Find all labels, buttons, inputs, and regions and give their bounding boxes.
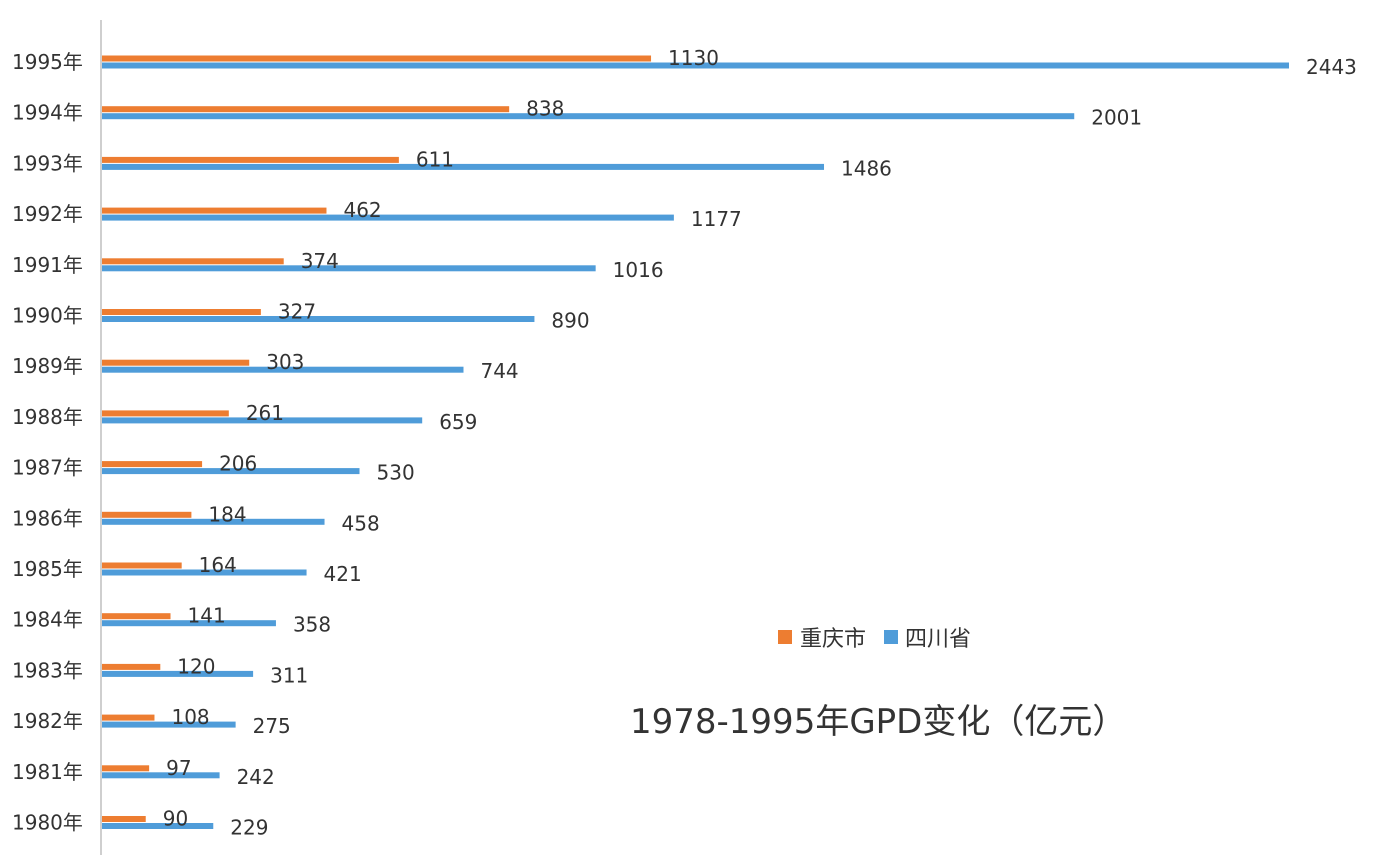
chart-title: 1978-1995年GPD变化（亿元）	[630, 702, 1126, 742]
data-label-sichuan: 530	[377, 461, 415, 485]
data-label-chongqing: 184	[208, 502, 246, 526]
legend-swatch-chongqing	[778, 630, 792, 644]
bar-chongqing	[102, 359, 250, 366]
data-label-sichuan: 1486	[841, 156, 892, 180]
bar-chongqing	[102, 106, 510, 113]
bar-sichuan	[102, 113, 1075, 120]
bar-sichuan	[102, 366, 464, 373]
bar-chongqing	[102, 663, 161, 670]
legend-label-chongqing: 重庆市	[800, 627, 866, 652]
data-label-sichuan: 2001	[1091, 106, 1142, 130]
bar-sichuan	[102, 823, 214, 829]
bar-chongqing	[102, 55, 652, 62]
bars-layer	[102, 55, 1289, 829]
data-label-sichuan: 275	[253, 714, 291, 738]
data-label-chongqing: 1130	[668, 46, 719, 70]
data-label-chongqing: 206	[219, 452, 257, 476]
labels-layer: 1995年 1130 2443 1994年 838 2001 1993年 611 1486 199…	[12, 46, 1357, 840]
bar-sichuan	[102, 670, 254, 677]
data-label-chongqing: 261	[246, 401, 284, 425]
category-label: 1982年	[12, 709, 83, 733]
category-label: 1994年	[12, 101, 83, 125]
data-label-chongqing: 90	[163, 807, 188, 831]
category-label: 1987年	[12, 456, 83, 480]
data-label-sichuan: 421	[324, 562, 362, 586]
category-label: 1984年	[12, 608, 83, 632]
data-label-sichuan: 229	[230, 816, 268, 840]
category-label: 1995年	[12, 50, 83, 74]
bar-chongqing	[102, 714, 155, 721]
bar-sichuan	[102, 316, 535, 322]
data-label-sichuan: 890	[551, 309, 589, 333]
data-label-sichuan: 311	[270, 663, 308, 687]
category-label: 1990年	[12, 304, 83, 328]
legend-label-sichuan: 四川省	[905, 627, 971, 652]
bar-sichuan	[102, 417, 423, 424]
data-label-chongqing: 97	[166, 756, 191, 780]
bar-chongqing	[102, 410, 229, 417]
data-label-chongqing: 303	[266, 350, 304, 374]
category-label: 1989年	[12, 354, 83, 378]
category-label: 1986年	[12, 506, 83, 530]
data-label-sichuan: 242	[237, 765, 275, 789]
data-label-sichuan: 1016	[613, 258, 664, 282]
bar-sichuan	[102, 468, 360, 475]
data-label-chongqing: 141	[188, 604, 226, 628]
bar-chongqing	[102, 461, 203, 468]
bar-sichuan	[102, 721, 236, 728]
data-label-chongqing: 611	[416, 147, 454, 171]
data-label-sichuan: 744	[480, 359, 518, 383]
data-label-sichuan: 2443	[1306, 55, 1357, 79]
bar-sichuan	[102, 620, 276, 627]
bar-chongqing	[102, 816, 146, 822]
bar-chongqing	[102, 309, 261, 315]
data-label-chongqing: 462	[343, 198, 381, 222]
data-label-sichuan: 458	[342, 511, 380, 535]
bar-sichuan	[102, 569, 307, 576]
bar-sichuan	[102, 772, 220, 779]
bar-sichuan	[102, 163, 825, 170]
bar-sichuan	[102, 214, 674, 221]
legend-swatch-sichuan	[884, 630, 898, 644]
bar-chongqing	[102, 511, 192, 518]
bar-sichuan	[102, 62, 1289, 69]
category-label: 1992年	[12, 202, 83, 226]
category-label: 1985年	[12, 557, 83, 581]
data-label-sichuan: 659	[439, 410, 477, 434]
category-label: 1981年	[12, 760, 83, 784]
category-label: 1983年	[12, 658, 83, 682]
bar-chongqing	[102, 765, 150, 772]
bar-sichuan	[102, 518, 325, 525]
legend: 重庆市 四川省	[778, 627, 971, 652]
data-label-sichuan: 358	[293, 613, 331, 637]
bar-sichuan	[102, 265, 596, 272]
category-label: 1993年	[12, 151, 83, 175]
data-label-chongqing: 164	[199, 553, 237, 577]
data-label-sichuan: 1177	[691, 207, 742, 231]
data-label-chongqing: 120	[177, 654, 215, 678]
data-label-chongqing: 838	[526, 97, 564, 121]
category-label: 1988年	[12, 405, 83, 429]
bar-chongqing	[102, 258, 284, 265]
category-label: 1991年	[12, 253, 83, 277]
data-label-chongqing: 108	[171, 705, 209, 729]
category-label: 1980年	[12, 811, 83, 835]
bar-chongqing	[102, 613, 171, 620]
bar-chongqing	[102, 562, 182, 569]
bar-chongqing	[102, 207, 327, 214]
bar-chongqing	[102, 156, 399, 163]
data-label-chongqing: 327	[278, 300, 316, 324]
data-label-chongqing: 374	[301, 249, 339, 273]
